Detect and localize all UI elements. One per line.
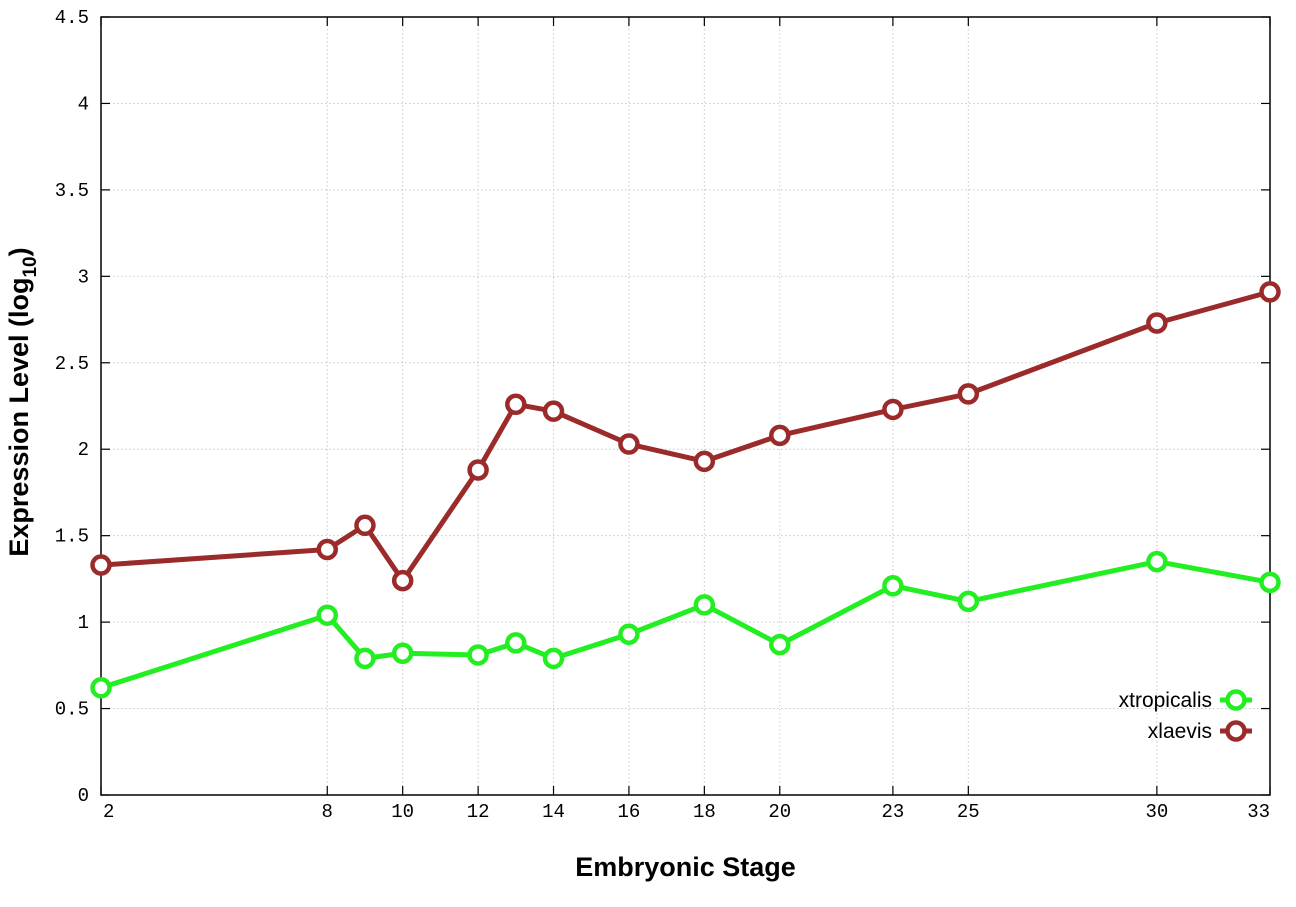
data-point-xtropicalis	[882, 575, 904, 597]
y-tick-label: 4	[78, 93, 89, 115]
legend-item-xtropicalis: xtropicalis	[1119, 689, 1252, 712]
data-point-xlaevis	[316, 538, 339, 561]
y-axis-title-main: Expression Level (log	[4, 278, 34, 557]
series-line-xlaevis	[98, 289, 1273, 584]
legend-label: xlaevis	[1148, 720, 1212, 743]
data-point-xlaevis	[467, 459, 489, 481]
axis-ticks: 0 0.5 1 1.5 2 2.5 3 3.5 4 4.5 2 8 10 12 14 16 18 20 23 25 30…	[55, 7, 1271, 823]
series-line-xtropicalis	[98, 559, 1273, 691]
y-tick-label: 1	[78, 612, 89, 634]
legend-label: xtropicalis	[1119, 689, 1212, 712]
data-point-xtropicalis	[769, 633, 791, 656]
data-point-xtropicalis	[1146, 550, 1168, 573]
data-point-xlaevis	[542, 400, 565, 422]
data-point-xtropicalis	[957, 590, 980, 613]
series-xlaevis	[90, 281, 1281, 592]
y-tick-label: 2.5	[55, 353, 89, 375]
x-tick-label: 10	[391, 801, 414, 823]
data-point-xlaevis	[618, 433, 640, 455]
data-point-xtropicalis	[354, 647, 376, 670]
y-axis-title-close: )	[4, 247, 34, 256]
y-tick-label: 4.5	[55, 7, 89, 29]
legend-swatch-marker	[1225, 720, 1247, 742]
data-point-xlaevis	[1259, 281, 1281, 303]
x-tick-label: 20	[768, 801, 791, 823]
data-point-xtropicalis	[467, 644, 489, 666]
data-point-xtropicalis	[618, 623, 640, 645]
data-point-xlaevis	[1146, 312, 1168, 334]
x-axis-title: Embryonic Stage	[575, 852, 796, 882]
y-tick-label: 2	[78, 439, 89, 461]
x-tick-label: 16	[618, 801, 641, 823]
legend-item-xlaevis: xlaevis	[1148, 720, 1252, 743]
data-point-xlaevis	[769, 424, 791, 447]
plot-frame	[100, 16, 1271, 796]
grid	[101, 17, 1270, 795]
x-tick-label: 30	[1145, 801, 1168, 823]
legend-swatch-marker	[1225, 689, 1247, 711]
x-tick-label: 12	[467, 801, 490, 823]
y-tick-label: 0.5	[55, 699, 89, 721]
data-point-xtropicalis	[316, 604, 339, 626]
data-point-xlaevis	[90, 554, 112, 576]
x-tick-label: 14	[542, 801, 565, 823]
series-xtropicalis	[90, 550, 1281, 699]
data-point-xtropicalis	[391, 642, 414, 664]
x-tick-label: 2	[103, 801, 114, 823]
series	[90, 281, 1281, 699]
data-point-xtropicalis	[542, 647, 565, 670]
data-point-xlaevis	[957, 383, 980, 405]
data-point-xtropicalis	[1259, 571, 1281, 594]
data-point-xlaevis	[693, 450, 716, 473]
data-point-xlaevis	[391, 569, 414, 592]
x-tick-label: 18	[693, 801, 716, 823]
data-point-xlaevis	[882, 398, 904, 421]
data-point-xtropicalis	[693, 594, 716, 616]
data-point-xlaevis	[354, 514, 376, 537]
y-tick-label: 3	[78, 266, 89, 288]
legend: xtropicalis xlaevis	[1119, 689, 1252, 743]
data-point-xtropicalis	[90, 677, 112, 699]
y-tick-label: 3.5	[55, 180, 89, 202]
x-tick-label: 8	[322, 801, 333, 823]
y-axis-title: Expression Level (log10)	[4, 247, 41, 556]
y-tick-label: 0	[78, 785, 89, 807]
data-point-xlaevis	[505, 393, 527, 416]
x-tick-label: 23	[881, 801, 904, 823]
x-tick-label: 25	[957, 801, 980, 823]
data-point-xtropicalis	[505, 632, 527, 654]
y-axis-title-subscript: 10	[20, 256, 41, 277]
y-tick-label: 1.5	[55, 526, 89, 548]
x-tick-label: 33	[1247, 801, 1270, 823]
